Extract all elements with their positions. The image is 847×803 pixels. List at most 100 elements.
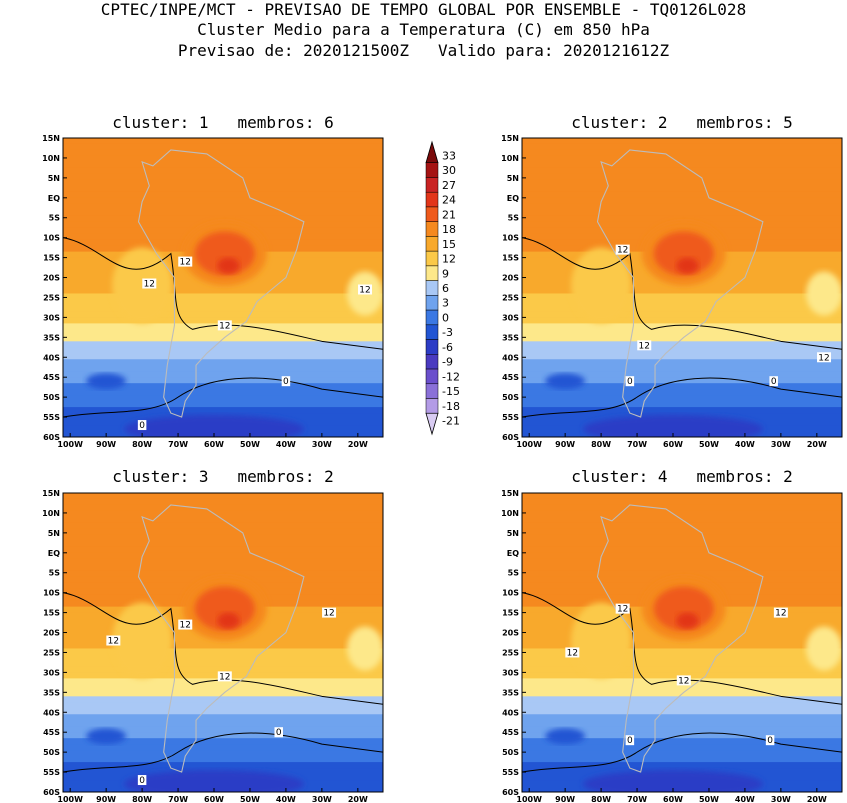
lat-tick-label: 55S (43, 768, 60, 777)
lon-tick-label: 70W (168, 440, 188, 449)
panel-frame (62, 492, 384, 793)
lat-tick-label: 50S (502, 748, 519, 757)
lat-tick-label: 45S (43, 373, 60, 382)
colorbar-swatch (425, 383, 439, 399)
lon-tick-label: 100W (57, 795, 83, 803)
lat-tick-label: 5S (49, 569, 61, 578)
lat-tick-label: 5N (507, 174, 519, 183)
lat-tick-label: 30S (43, 668, 60, 677)
lat-tick-label: 20S (502, 274, 519, 283)
colorbar-label: -12 (442, 370, 460, 383)
map-panel-2: 12 12 12 0 0 15N 10N 5N EQ 5S 10S 15S 20S 25S 30S 35S 40… (501, 134, 843, 449)
lon-tick-label: 30W (312, 440, 332, 449)
lon-tick-label: 60W (204, 795, 224, 803)
main-title: CPTEC/INPE/MCT - PREVISAO DE TEMPO GLOBA… (100, 0, 747, 19)
colorbar-swatch (425, 309, 439, 326)
lat-tick-label: 50S (43, 748, 60, 757)
contour-label-bg (615, 244, 630, 255)
lat-tick-label: 10N (501, 154, 519, 163)
contour-label-bg (615, 603, 630, 614)
contour-label: 0 (139, 421, 145, 431)
colorbar-swatch (425, 295, 439, 311)
lat-tick-label: 35S (502, 688, 519, 697)
lat-tick-label: EQ (48, 194, 60, 203)
colorbar-swatch (425, 206, 439, 222)
colorbar-swatch (425, 354, 439, 370)
colorbar-swatch (425, 177, 439, 193)
lat-tick-label: 35S (502, 333, 519, 342)
contour-label-bg (817, 352, 832, 363)
lon-tick-label: 50W (699, 440, 719, 449)
lat-tick-label: 15N (42, 134, 60, 143)
colorbar-label: -15 (442, 385, 460, 398)
coastline (137, 504, 305, 773)
lat-tick-label: 10N (501, 509, 519, 518)
lat-tick-label: EQ (48, 549, 60, 558)
colorbar-swatch (425, 280, 439, 296)
lat-tick-label: 35S (43, 688, 60, 697)
colorbar-label: -3 (442, 326, 453, 339)
colorbar-swatch (425, 368, 439, 385)
lon-tick-label: 60W (663, 440, 683, 449)
contour-0 (522, 732, 842, 773)
lon-tick-label: 80W (132, 440, 152, 449)
contour-label-bg (137, 420, 147, 431)
lat-tick-label: 55S (43, 413, 60, 422)
colorbar-label: 33 (442, 149, 456, 162)
contour-label-bg (137, 775, 147, 786)
contour-label-bg (178, 256, 193, 267)
contour-label: 12 (219, 321, 230, 331)
lat-tick-label: 40S (502, 708, 519, 717)
contour-label: 0 (283, 377, 289, 387)
contour-label-bg (769, 376, 778, 387)
panel-1-title: cluster: 1 membros: 6 (112, 113, 334, 132)
lon-tick-label: 50W (240, 795, 260, 803)
contour-12 (63, 592, 383, 705)
contour-label-bg (625, 376, 635, 387)
colorbar-label: -18 (442, 400, 460, 413)
colorbar-label: -9 (442, 356, 453, 369)
lat-tick-label: 10S (502, 589, 519, 598)
lat-tick-label: 50S (502, 393, 519, 402)
lon-tick-label: 60W (663, 795, 683, 803)
lon-tick-label: 50W (699, 795, 719, 803)
colorbar-swatch (425, 265, 439, 281)
lat-tick-label: 5S (508, 214, 520, 223)
contour-label: 12 (617, 605, 628, 615)
coastline (137, 149, 305, 418)
colorbar-label: -6 (442, 341, 453, 354)
contour-label-bg (625, 735, 635, 746)
colorbar-label: -21 (442, 415, 460, 428)
contour-label: 12 (108, 637, 119, 647)
contour-label: 12 (359, 285, 370, 295)
contour-label-bg (773, 607, 788, 618)
lon-tick-label: 50W (240, 440, 260, 449)
lon-tick-label: 20W (807, 795, 827, 803)
lon-tick-label: 20W (348, 795, 368, 803)
lat-tick-label: 30S (43, 313, 60, 322)
lat-tick-label: 10S (43, 589, 60, 598)
lat-tick-label: 25S (43, 648, 60, 657)
colorbar-swatch (425, 221, 439, 237)
colorbar-swatch (425, 339, 439, 355)
lat-tick-label: EQ (507, 194, 519, 203)
contour-label-bg (676, 675, 691, 686)
coastline (596, 504, 764, 773)
lat-tick-label: 5S (49, 214, 61, 223)
lon-tick-label: 70W (627, 440, 647, 449)
colorbar-label: 9 (442, 267, 449, 280)
lon-tick-label: 40W (276, 440, 296, 449)
lat-tick-label: 15S (43, 609, 60, 618)
contour-label: 0 (627, 736, 633, 746)
lon-tick-label: 100W (516, 795, 542, 803)
colorbar-swatch (425, 140, 439, 164)
lon-tick-label: 90W (96, 795, 116, 803)
colorbar-label: 27 (442, 179, 456, 192)
lat-tick-label: 10N (42, 509, 60, 518)
lon-tick-label: 90W (96, 440, 116, 449)
lon-tick-label: 70W (168, 795, 188, 803)
contour-label: 0 (139, 776, 145, 786)
contour-label-bg (217, 320, 232, 331)
temperature-field (522, 493, 842, 792)
